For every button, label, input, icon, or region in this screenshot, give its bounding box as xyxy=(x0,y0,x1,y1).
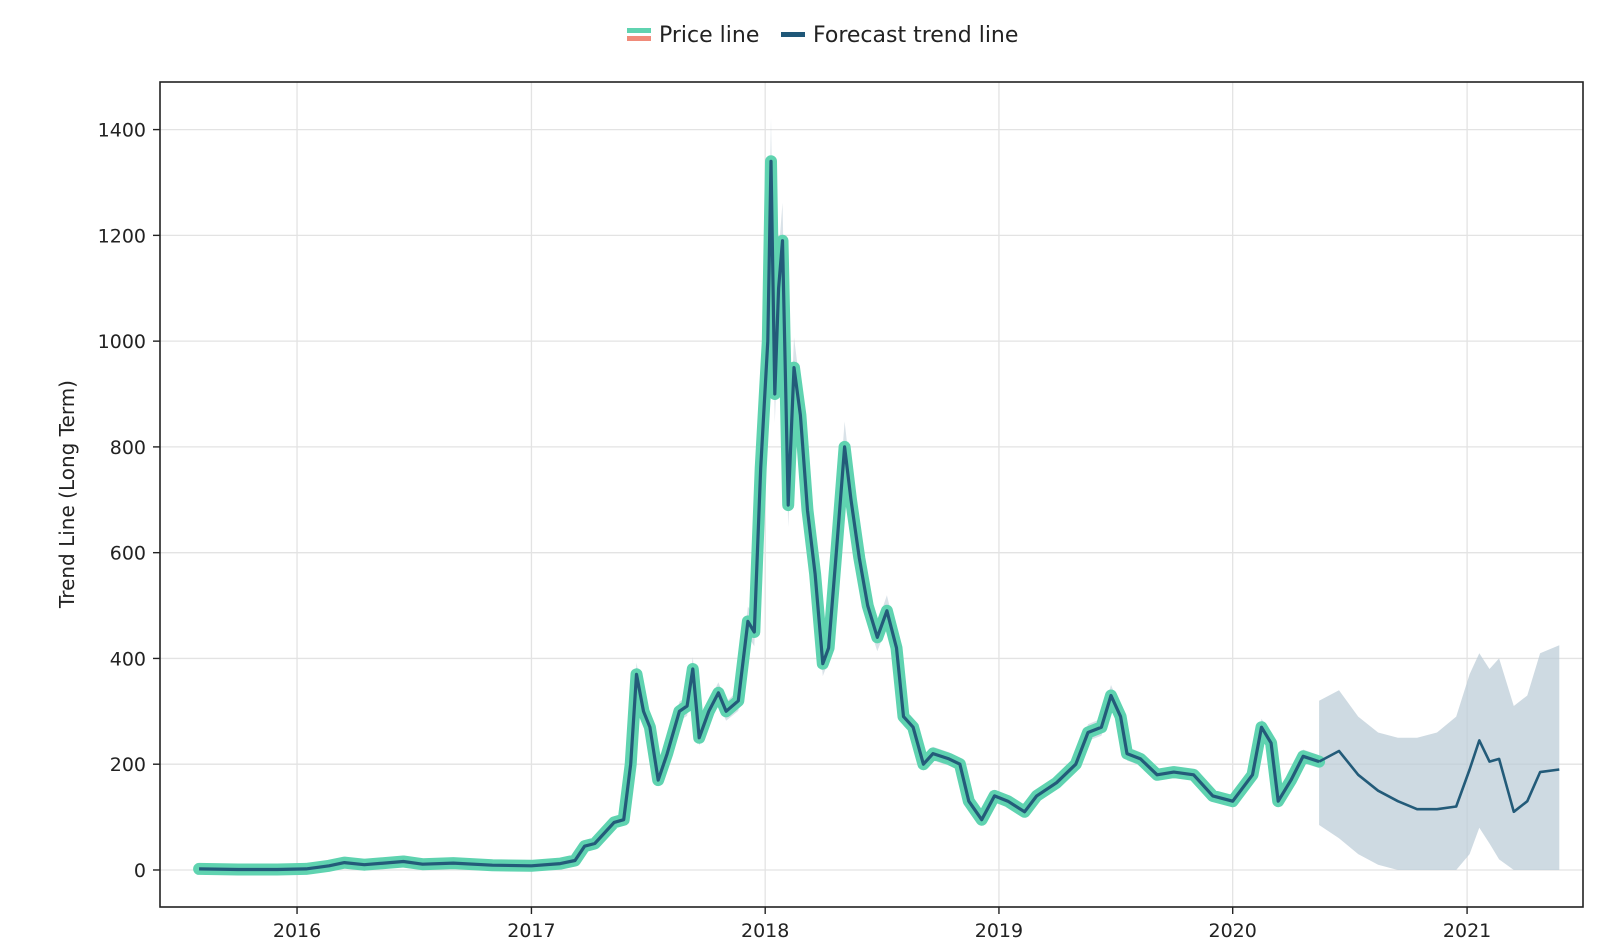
y-tick-label: 1400 xyxy=(98,120,146,142)
y-tick-label: 400 xyxy=(110,648,146,670)
series-layer xyxy=(193,155,1560,876)
plot-frame xyxy=(159,81,1584,908)
x-tick-label: 2020 xyxy=(1209,920,1257,942)
legend-label-forecast-trend-line: Forecast trend line xyxy=(813,23,1018,48)
y-tick-label: 0 xyxy=(134,860,146,882)
y-tick-label: 600 xyxy=(110,543,146,565)
y-axis-label: Trend Line (Long Term) xyxy=(55,380,79,609)
y-tick-label: 1000 xyxy=(98,331,146,353)
legend-swatch-forecast xyxy=(781,32,805,37)
x-tick-label: 2016 xyxy=(273,920,321,942)
tick-layer: 0 200 400 600 800 1000 1200 1400 2016 2017 2018 201… xyxy=(98,120,1492,942)
forecast-trend-line xyxy=(1318,739,1560,814)
x-tick-label: 2017 xyxy=(507,920,555,942)
y-tick-label: 200 xyxy=(110,754,146,776)
x-tick-label: 2018 xyxy=(741,920,789,942)
x-tick-label: 2019 xyxy=(975,920,1023,942)
y-tick-label: 1200 xyxy=(98,225,146,247)
x-tick-label: 2021 xyxy=(1443,920,1491,942)
legend-swatch-price-top xyxy=(627,28,651,33)
forecast-confidence-band xyxy=(1319,645,1560,870)
legend-swatch-price-bottom xyxy=(627,36,651,41)
legend-label-price-line: Price line xyxy=(659,23,759,48)
confidence-band-layer xyxy=(199,118,1560,871)
fitted-trend-line xyxy=(199,159,1320,872)
y-tick-label: 800 xyxy=(110,437,146,459)
legend: Price line Forecast trend line xyxy=(627,23,1018,48)
